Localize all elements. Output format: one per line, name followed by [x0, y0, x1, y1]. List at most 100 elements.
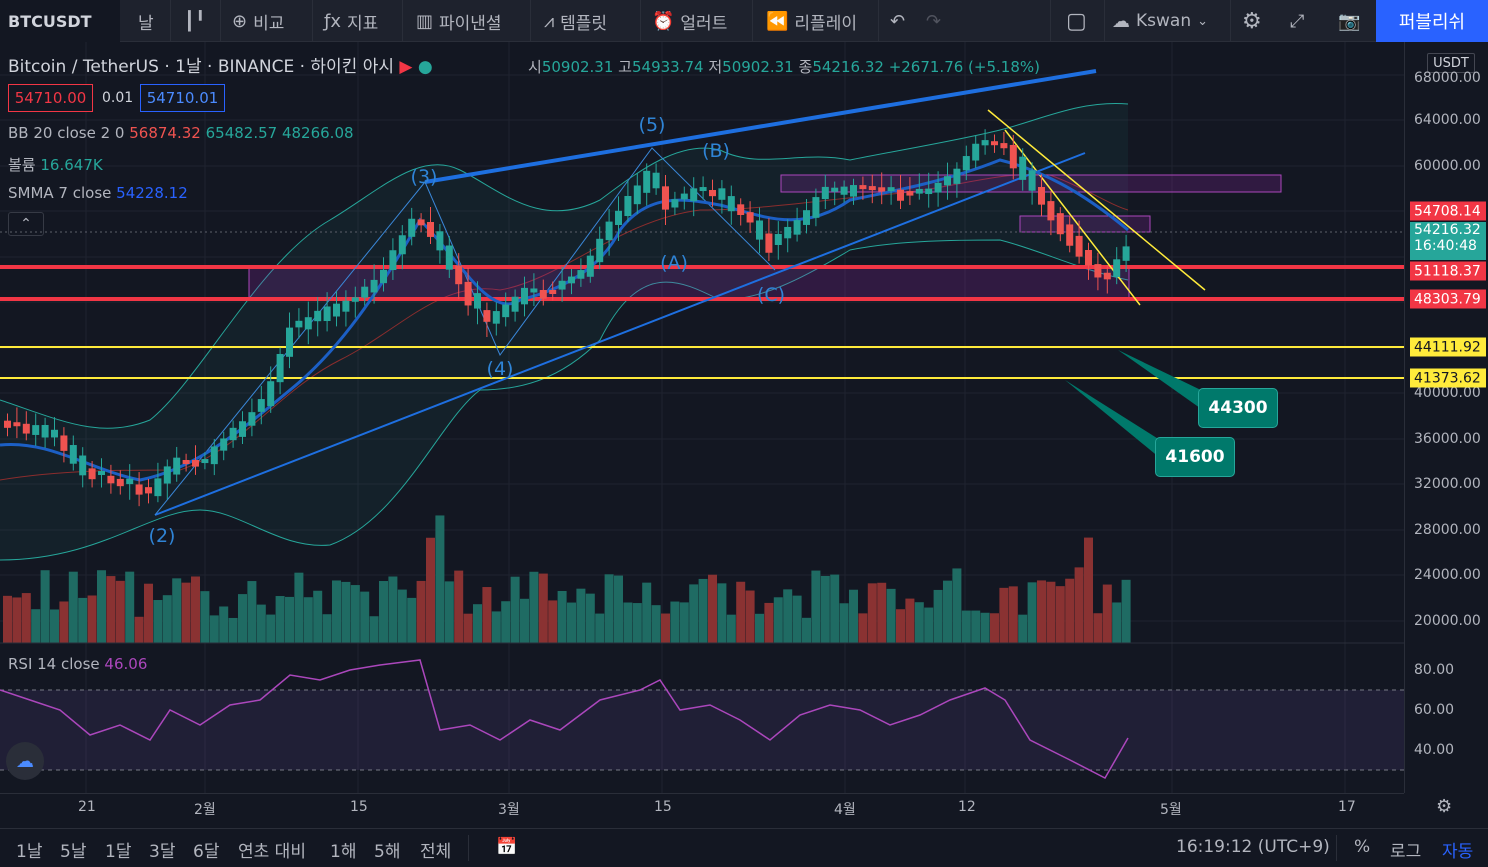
range-1d[interactable]: 1날 [16, 842, 43, 862]
target-callout-41600[interactable]: 41600 [1155, 437, 1235, 477]
candle [398, 235, 406, 255]
candle [182, 460, 190, 464]
volume-bar [106, 576, 116, 643]
rsi-legend[interactable]: RSI 14 close 46.06 [8, 655, 148, 673]
currency-label[interactable]: USDT [1427, 53, 1475, 73]
candle [1009, 144, 1017, 169]
range-1y[interactable]: 1해 [330, 842, 357, 862]
candle [1085, 250, 1092, 266]
candle [803, 210, 810, 225]
chart-type-button[interactable]: ┃╹ [184, 0, 206, 42]
redo-button[interactable]: ↷ [926, 0, 941, 42]
volume-bar [745, 590, 755, 643]
target-callout-44300[interactable]: 44300 [1198, 388, 1278, 428]
snapshot-button[interactable]: 📷 [1338, 0, 1360, 42]
undo-button[interactable]: ↶ [890, 0, 905, 42]
price-axis[interactable]: USDT [1404, 42, 1488, 793]
time-tick: 17 [1338, 799, 1356, 815]
candle [577, 270, 585, 279]
volume-bar [369, 616, 379, 643]
price-chart[interactable] [0, 42, 1404, 793]
volume-legend[interactable]: 볼륨 16.647K [8, 156, 103, 174]
volume-bar [12, 597, 22, 643]
volume-bar [670, 601, 680, 643]
range-6m[interactable]: 6달 [193, 842, 220, 862]
percent-scale-button[interactable]: % [1354, 837, 1371, 857]
volume-bar [162, 595, 172, 643]
volume-bar [924, 607, 934, 643]
log-scale-button[interactable]: 로그 [1390, 842, 1422, 862]
candle [32, 425, 40, 435]
templates-button[interactable]: ⩘ 템플릿 [544, 10, 608, 34]
calendar-icon: 📅 [496, 837, 518, 857]
range-1m[interactable]: 1달 [105, 842, 132, 862]
volume-bar [172, 578, 182, 643]
range-5y[interactable]: 5해 [374, 842, 401, 862]
smma-legend[interactable]: SMMA 7 close 54228.12 [8, 184, 188, 202]
candle [1019, 156, 1027, 180]
volume-bar [191, 576, 200, 643]
chart-settings-button[interactable]: ⚙ [1436, 796, 1452, 817]
volume-bar [87, 595, 97, 643]
symbol-search[interactable]: BTCUSDT [0, 0, 120, 42]
candle [88, 468, 96, 480]
buy-button[interactable]: 54710.01 [140, 84, 225, 112]
tradingview-logo[interactable]: ☁ [6, 742, 44, 780]
settings-button[interactable]: ⚙ [1242, 0, 1262, 42]
replay-button[interactable]: ⏪ 리플레이 [766, 10, 857, 34]
volume-bar [228, 617, 238, 643]
bb-legend[interactable]: BB 20 close 2 0 56874.32 65482.57 48266.… [8, 124, 354, 142]
collapse-legend-button[interactable]: ⌃ [8, 212, 44, 236]
candle [116, 478, 124, 487]
candle [568, 276, 575, 284]
candle [126, 478, 134, 485]
range-all[interactable]: 전체 [420, 842, 452, 862]
alarm-icon: ⏰ [652, 10, 675, 32]
candle [511, 296, 519, 312]
time-axis[interactable]: 21 2월 15 3월 15 4월 12 5월 17 [0, 793, 1404, 821]
candle [793, 220, 801, 235]
layout-menu[interactable]: ☁ Kswan ⌄ [1112, 10, 1209, 32]
publish-button[interactable]: 퍼블리쉬 [1376, 0, 1488, 42]
candle [445, 245, 453, 270]
volume-bar [529, 571, 539, 643]
indicators-button[interactable]: ƒx 지표 [324, 10, 379, 34]
clock-label[interactable]: 16:19:12 (UTC+9) [1176, 837, 1330, 857]
volume-bar [933, 589, 943, 643]
volume-bar [501, 601, 511, 643]
volume-bar [388, 576, 398, 643]
spread-label: 0.01 [102, 90, 134, 106]
alerts-button[interactable]: ⏰ 얼러트 [652, 10, 728, 34]
goto-date-button[interactable]: 📅 [496, 837, 517, 857]
candle [549, 290, 557, 294]
fullscreen-layout-button[interactable]: ▢ [1066, 0, 1087, 42]
fullscreen-button[interactable]: ⤢ [1290, 0, 1304, 42]
candle [530, 288, 538, 293]
candle [709, 190, 716, 197]
candle [323, 306, 331, 322]
candle [906, 191, 914, 196]
interval-button[interactable]: 날 [138, 0, 154, 42]
candle [417, 219, 425, 226]
auto-scale-button[interactable]: 자동 [1442, 842, 1474, 862]
price-tag-level-3: 44111.92 [1410, 337, 1486, 357]
candle [1094, 264, 1102, 278]
volume-bar [416, 580, 426, 643]
range-5d[interactable]: 5날 [60, 842, 87, 862]
candle [718, 188, 726, 200]
volume-bar [1037, 580, 1046, 643]
compare-button[interactable]: ⊕ 비교 [232, 10, 285, 34]
range-ytd[interactable]: 연초 대비 [238, 842, 306, 862]
candle [380, 269, 387, 284]
time-tick: 21 [78, 799, 96, 815]
volume-bar [491, 611, 501, 643]
range-3m[interactable]: 3달 [149, 842, 176, 862]
sell-button[interactable]: 54710.00 [8, 84, 93, 112]
candle [737, 204, 745, 216]
candle [483, 310, 491, 322]
gear-icon: ⚙ [1242, 8, 1262, 34]
financials-button[interactable]: ▥ 파이낸셜 [416, 10, 502, 34]
price-tag-level-2: 48303.79 [1410, 289, 1486, 309]
chart-legend-title[interactable]: Bitcoin / TetherUS · 1날 · BINANCE · 하이킨 … [8, 57, 433, 77]
volume-bar [567, 602, 576, 643]
